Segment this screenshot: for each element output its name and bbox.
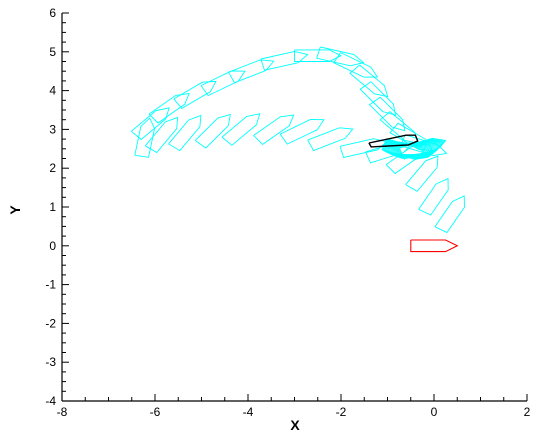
x-tick-label: -8 (57, 405, 68, 419)
y-tick-label: 1 (49, 200, 56, 214)
y-tick-label: 0 (49, 239, 56, 253)
trajectory-hull (349, 64, 389, 98)
trajectory-hull (359, 81, 397, 116)
y-tick-label: 6 (49, 6, 56, 20)
trajectory-hull (228, 59, 275, 84)
y-tick-label: 5 (49, 45, 56, 59)
trajectory-hull (316, 46, 365, 67)
x-axis-title: X (290, 417, 300, 433)
trajectory-hull (279, 119, 325, 145)
trajectory-hull (307, 127, 354, 152)
highlight-shape (368, 134, 419, 148)
y-tick-label: -4 (45, 394, 56, 408)
dense-hull (382, 138, 431, 160)
x-tick-label: -4 (243, 405, 254, 419)
trajectory-hull (134, 117, 156, 158)
trajectory-hull (200, 70, 246, 97)
trajectory-hull (379, 111, 419, 144)
x-tick-label: 0 (431, 405, 438, 419)
x-tick-label: 2 (524, 405, 531, 419)
y-axis-title: Y (7, 205, 23, 215)
dense-hull (399, 137, 447, 160)
trajectory-hull (194, 113, 231, 149)
trajectory-hull (173, 80, 217, 109)
trajectory-hull (253, 114, 295, 145)
trajectory-hull (131, 107, 170, 141)
x-tick-label: -2 (336, 405, 347, 419)
axes: -8 -6 -4 -2 0 2 -4 -3 -2 -1 0 1 2 3 4 5 6 (45, 6, 530, 419)
trajectory-hull (339, 138, 388, 159)
y-tick-label: 2 (49, 161, 56, 175)
x-tick-label: -6 (150, 405, 161, 419)
y-tick-label: -3 (45, 355, 56, 369)
trajectory-hull (221, 113, 261, 146)
trajectory-hull (434, 195, 465, 234)
trajectory-hull (294, 49, 343, 62)
trajectory-hull (148, 93, 190, 124)
trajectory-hull (368, 96, 406, 132)
trajectory-hull (405, 155, 439, 192)
y-tick-label: 3 (49, 122, 56, 136)
y-tick-label: -2 (45, 316, 56, 330)
start-shape (410, 239, 459, 253)
y-tick-label: 4 (49, 84, 56, 98)
trajectory-hull (418, 177, 449, 216)
plot-area (131, 46, 465, 253)
y-tick-label: -1 (45, 278, 56, 292)
trajectory-hull (168, 114, 202, 152)
trajectory-hull (260, 50, 309, 71)
trajectory-hull (144, 116, 179, 154)
trajectory-hull (333, 52, 379, 78)
